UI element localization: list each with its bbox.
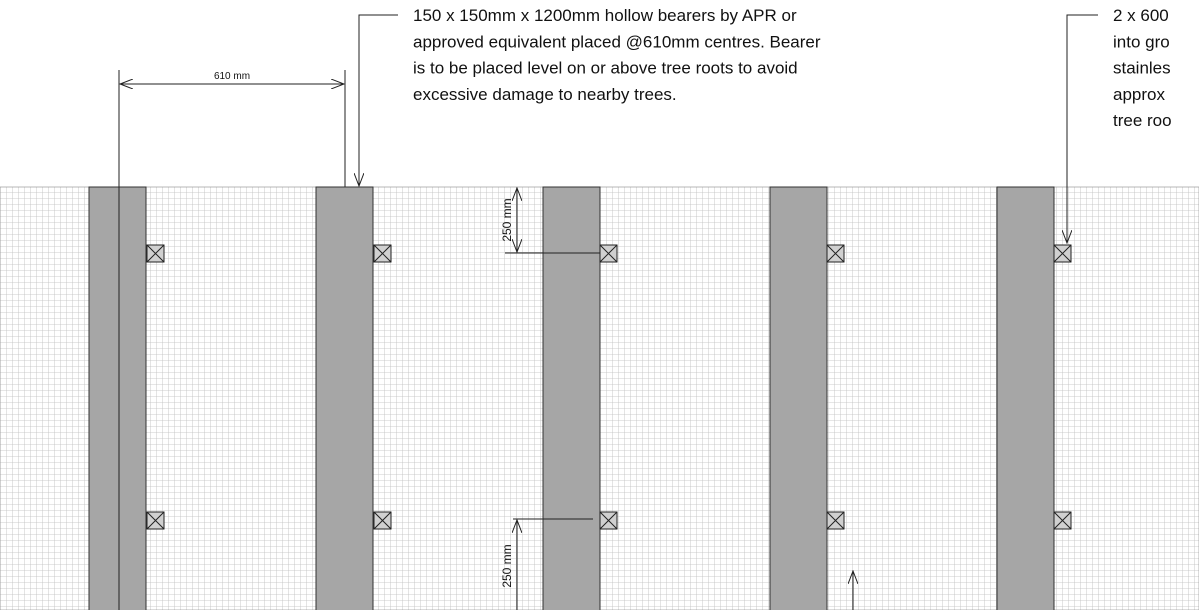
annotation: 2 x 600 into gro stainles approx tree roo (1113, 6, 1172, 130)
dimension-lines (118, 14, 1098, 610)
annotation-line: approx (1113, 85, 1165, 104)
annotation-line: excessive damage to nearby trees. (413, 85, 677, 104)
annotation-line: into gro (1113, 32, 1170, 51)
dimension-label: 250 mm (500, 198, 514, 241)
annotation-line: 150 x 150mm x 1200mm hollow bearers by A… (413, 6, 797, 25)
annotation-line: is to be placed level on or above tree r… (413, 59, 798, 78)
annotation: 150 x 150mm x 1200mm hollow bearers by A… (413, 6, 821, 104)
spacing-label: 610 mm (214, 71, 250, 82)
dimension-label: 250 mm (500, 544, 514, 587)
bearers (88, 186, 1055, 610)
annotation-line: stainles (1113, 59, 1171, 78)
annotation-line: 2 x 600 (1113, 6, 1169, 25)
annotation-line: tree roo (1113, 111, 1172, 130)
annotation-line: approved equivalent placed @610mm centre… (413, 32, 821, 51)
stakes (146, 244, 1072, 530)
